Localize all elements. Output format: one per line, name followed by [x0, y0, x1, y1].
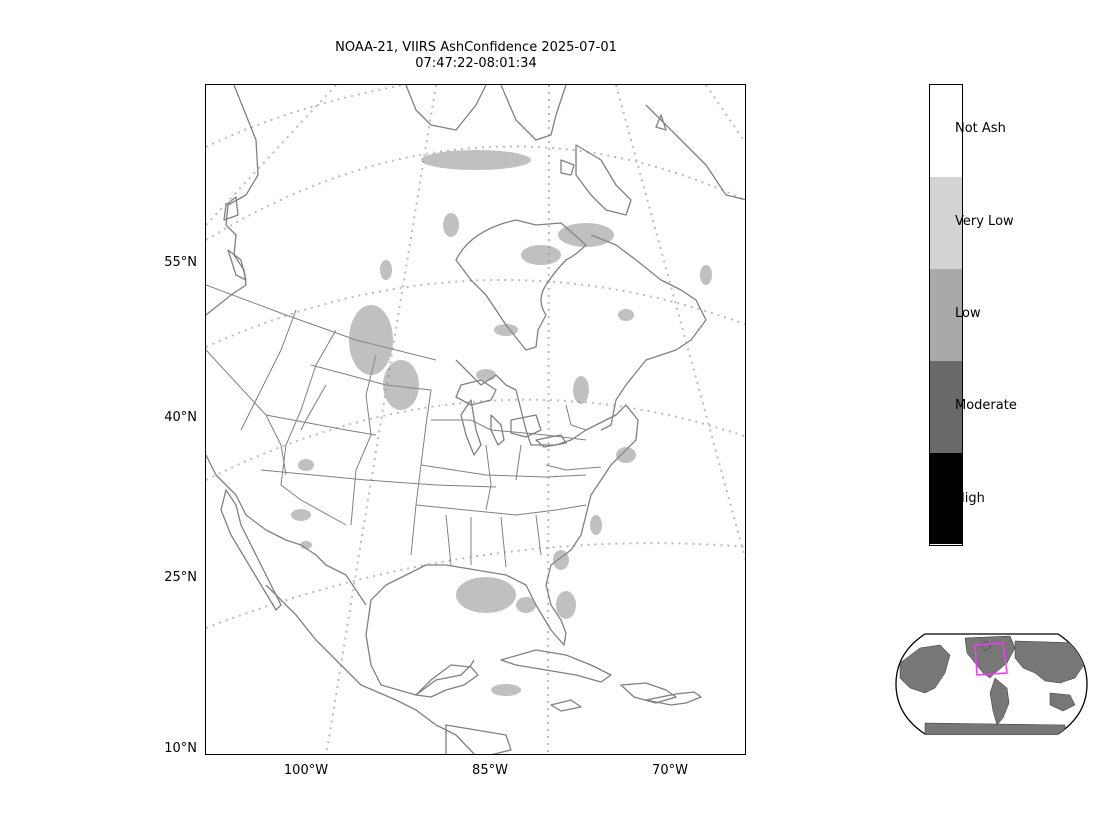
- map-canvas: [206, 85, 745, 754]
- lat-label-10: 10°N: [164, 741, 197, 756]
- colorbar-label-low: Low: [955, 306, 981, 321]
- colorbar-segment-high: [930, 453, 962, 544]
- inset-canvas: [895, 633, 1088, 735]
- colorbar-label-not-ash: Not Ash: [955, 121, 1006, 136]
- lon-label-70w: 70°W: [652, 763, 688, 778]
- inset-world-map: [895, 633, 1088, 735]
- map-title: NOAA-21, VIIRS AshConfidence 2025-07-01 …: [276, 40, 676, 72]
- lat-label-55: 55°N: [164, 255, 197, 270]
- colorbar: [929, 84, 963, 546]
- title-line-2: 07:47:22-08:01:34: [415, 56, 537, 71]
- longitude-gridlines: [206, 85, 745, 754]
- lat-label-25: 25°N: [164, 570, 197, 585]
- colorbar-segment-very-low: [930, 177, 962, 269]
- lon-label-100w: 100°W: [283, 763, 329, 778]
- main-map[interactable]: [205, 84, 746, 755]
- inset-region-highlight: [974, 642, 1008, 676]
- lat-label-40: 40°N: [164, 410, 197, 425]
- political-borders: [206, 284, 602, 568]
- latitude-gridlines: [206, 85, 745, 629]
- colorbar-segment-not-ash: [930, 85, 962, 177]
- colorbar-segment-low: [930, 269, 962, 361]
- ash-speckles: [291, 150, 712, 696]
- title-line-1: NOAA-21, VIIRS AshConfidence 2025-07-01: [335, 40, 617, 55]
- inset-landmasses: [899, 635, 1086, 734]
- colorbar-label-high: High: [955, 491, 985, 506]
- lon-label-85w: 85°W: [472, 763, 508, 778]
- colorbar-segment-moderate: [930, 361, 962, 453]
- coastlines: [206, 85, 745, 754]
- colorbar-label-moderate: Moderate: [955, 398, 1017, 413]
- colorbar-label-very-low: Very Low: [955, 214, 1014, 229]
